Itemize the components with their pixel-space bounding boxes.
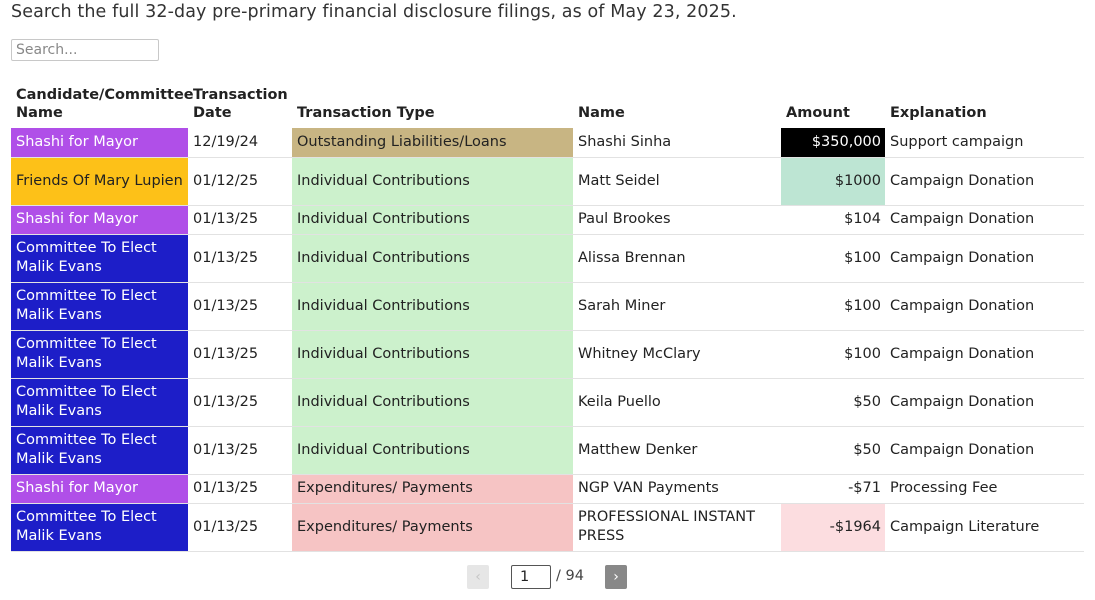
type-cell: Expenditures/ Payments bbox=[292, 474, 573, 504]
search-input[interactable] bbox=[11, 39, 159, 61]
committee-cell: Friends Of Mary Lupien bbox=[11, 157, 188, 206]
date-cell: 01/13/25 bbox=[188, 205, 292, 235]
committee-cell: Shashi for Mayor bbox=[11, 474, 188, 504]
name-cell: Matt Seidel bbox=[573, 157, 781, 206]
explanation-cell: Campaign Donation bbox=[885, 157, 1084, 206]
intro-text: Search the full 32-day pre-primary finan… bbox=[11, 2, 737, 22]
amount-cell: $104 bbox=[781, 205, 885, 235]
amount-cell: $350,000 bbox=[781, 128, 885, 158]
next-page-button[interactable]: › bbox=[605, 565, 627, 589]
header-type[interactable]: Transaction Type bbox=[297, 105, 435, 121]
table-row: Committee To Elect Malik Evans 01/13/25 … bbox=[11, 503, 1084, 552]
committee-cell: Shashi for Mayor bbox=[11, 128, 188, 158]
committee-cell: Committee To Elect Malik Evans bbox=[11, 330, 188, 379]
explanation-cell: Support campaign bbox=[885, 128, 1084, 158]
type-cell: Individual Contributions bbox=[292, 426, 573, 475]
table-row: Committee To Elect Malik Evans 01/13/25 … bbox=[11, 426, 1084, 475]
type-cell: Individual Contributions bbox=[292, 205, 573, 235]
date-cell: 01/13/25 bbox=[188, 503, 292, 552]
committee-cell: Committee To Elect Malik Evans bbox=[11, 378, 188, 427]
type-cell: Individual Contributions bbox=[292, 378, 573, 427]
header-amount[interactable]: Amount bbox=[786, 105, 850, 121]
date-cell: 01/13/25 bbox=[188, 234, 292, 283]
type-cell: Individual Contributions bbox=[292, 282, 573, 331]
amount-cell: $100 bbox=[781, 282, 885, 331]
date-cell: 01/13/25 bbox=[188, 282, 292, 331]
explanation-cell: Campaign Donation bbox=[885, 378, 1084, 427]
type-cell: Outstanding Liabilities/Loans bbox=[292, 128, 573, 158]
committee-cell: Committee To Elect Malik Evans bbox=[11, 426, 188, 475]
header-row: Candidate/Committee Name Transaction Dat… bbox=[11, 82, 1084, 128]
explanation-cell: Processing Fee bbox=[885, 474, 1084, 504]
explanation-cell: Campaign Donation bbox=[885, 426, 1084, 475]
page-total: / 94 bbox=[556, 568, 584, 584]
type-cell: Expenditures/ Payments bbox=[292, 503, 573, 552]
date-cell: 01/13/25 bbox=[188, 426, 292, 475]
name-cell: Whitney McClary bbox=[573, 330, 781, 379]
table-row: Shashi for Mayor 12/19/24 Outstanding Li… bbox=[11, 128, 1084, 158]
page-number-input[interactable] bbox=[511, 565, 551, 589]
name-cell: Matthew Denker bbox=[573, 426, 781, 475]
explanation-cell: Campaign Donation bbox=[885, 205, 1084, 235]
type-cell: Individual Contributions bbox=[292, 234, 573, 283]
committee-cell: Committee To Elect Malik Evans bbox=[11, 234, 188, 283]
date-cell: 01/13/25 bbox=[188, 378, 292, 427]
committee-cell: Committee To Elect Malik Evans bbox=[11, 282, 188, 331]
name-cell: Alissa Brennan bbox=[573, 234, 781, 283]
amount-cell: $50 bbox=[781, 426, 885, 475]
name-cell: PROFESSIONAL INSTANT PRESS bbox=[573, 503, 781, 552]
table-row: Shashi for Mayor 01/13/25 Individual Con… bbox=[11, 205, 1084, 235]
header-name[interactable]: Name bbox=[578, 105, 625, 121]
explanation-cell: Campaign Donation bbox=[885, 234, 1084, 283]
date-cell: 12/19/24 bbox=[188, 128, 292, 158]
type-cell: Individual Contributions bbox=[292, 157, 573, 206]
header-explanation[interactable]: Explanation bbox=[890, 105, 987, 121]
table-row: Shashi for Mayor 01/13/25 Expenditures/ … bbox=[11, 474, 1084, 504]
amount-cell: -$1964 bbox=[781, 503, 885, 552]
amount-cell: $1000 bbox=[781, 157, 885, 206]
table-row: Committee To Elect Malik Evans 01/13/25 … bbox=[11, 330, 1084, 379]
previous-page-button[interactable]: ‹ bbox=[467, 565, 489, 589]
table-row: Committee To Elect Malik Evans 01/13/25 … bbox=[11, 234, 1084, 283]
name-cell: Shashi Sinha bbox=[573, 128, 781, 158]
date-cell: 01/12/25 bbox=[188, 157, 292, 206]
table-row: Committee To Elect Malik Evans 01/13/25 … bbox=[11, 378, 1084, 427]
header-committee[interactable]: Candidate/Committee Name bbox=[16, 87, 194, 121]
date-cell: 01/13/25 bbox=[188, 474, 292, 504]
name-cell: NGP VAN Payments bbox=[573, 474, 781, 504]
name-cell: Keila Puello bbox=[573, 378, 781, 427]
table-row: Committee To Elect Malik Evans 01/13/25 … bbox=[11, 282, 1084, 331]
amount-cell: $100 bbox=[781, 330, 885, 379]
amount-cell: -$71 bbox=[781, 474, 885, 504]
name-cell: Sarah Miner bbox=[573, 282, 781, 331]
table-row: Friends Of Mary Lupien 01/12/25 Individu… bbox=[11, 157, 1084, 206]
committee-cell: Committee To Elect Malik Evans bbox=[11, 503, 188, 552]
explanation-cell: Campaign Literature bbox=[885, 503, 1084, 552]
committee-cell: Shashi for Mayor bbox=[11, 205, 188, 235]
header-date[interactable]: Transaction Date bbox=[193, 87, 288, 121]
amount-cell: $50 bbox=[781, 378, 885, 427]
disclosure-table: Candidate/Committee Name Transaction Dat… bbox=[11, 82, 1084, 552]
type-cell: Individual Contributions bbox=[292, 330, 573, 379]
date-cell: 01/13/25 bbox=[188, 330, 292, 379]
name-cell: Paul Brookes bbox=[573, 205, 781, 235]
pagination: ‹ / 94 › bbox=[0, 565, 1095, 591]
amount-cell: $100 bbox=[781, 234, 885, 283]
explanation-cell: Campaign Donation bbox=[885, 282, 1084, 331]
explanation-cell: Campaign Donation bbox=[885, 330, 1084, 379]
